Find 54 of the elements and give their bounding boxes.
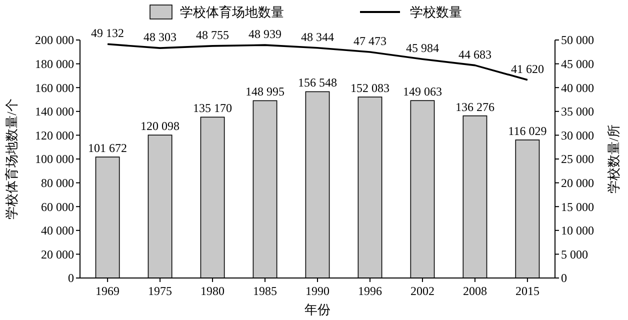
y-tick-label: 100 000: [35, 152, 74, 166]
y-tick-label: 40 000: [41, 224, 74, 238]
y2-tick-label: 20 000: [561, 176, 594, 190]
y-tick-label: 20 000: [41, 247, 74, 262]
x-tick-label: 1975: [148, 284, 172, 298]
data-label: 44 683: [458, 47, 492, 62]
y-tick-label: 60 000: [41, 200, 74, 214]
y2-tick-label: 0: [561, 271, 567, 286]
x-tick-label: 1980: [200, 284, 225, 298]
data-label: 48 939: [248, 27, 282, 42]
data-label: 49 132: [91, 26, 124, 40]
y2-tick-label: 10 000: [561, 224, 594, 238]
data-label: 116 029: [508, 124, 547, 138]
y2-tick-label: 30 000: [561, 128, 594, 142]
y-tick-label: 140 000: [35, 104, 74, 119]
data-label: 47 473: [353, 34, 386, 48]
data-label: 152 083: [350, 81, 390, 96]
y-tick-label: 180 000: [35, 57, 74, 71]
data-label: 149 063: [402, 84, 442, 99]
legend-label: 学校数量: [410, 4, 462, 20]
data-label: 45 984: [406, 41, 439, 56]
x-tick-label: 1990: [306, 284, 330, 298]
x-tick-label: 2015: [515, 284, 540, 298]
legend-label: 学校体育场地数量: [180, 4, 284, 20]
x-tick-label: 2002: [410, 284, 434, 298]
x-tick-label: 1985: [253, 284, 278, 298]
data-label: 41 620: [510, 62, 544, 76]
x-tick-label: 1996: [358, 284, 382, 298]
y2-axis-title: 学校数量/所: [606, 124, 621, 194]
data-label: 156 548: [298, 76, 337, 90]
data-label: 136 276: [455, 100, 494, 114]
y-axis-title: 学校体育场地数量/个: [4, 98, 19, 220]
data-label: 48 303: [144, 30, 177, 44]
y-tick-label: 200 000: [35, 33, 74, 48]
y-tick-label: 120 000: [35, 128, 74, 142]
data-label: 48 755: [196, 28, 230, 42]
y2-tick-label: 40 000: [561, 80, 594, 95]
y2-tick-label: 15 000: [561, 200, 594, 214]
y2-tick-label: 45 000: [561, 57, 594, 71]
y2-tick-label: 25 000: [561, 152, 594, 166]
data-label: 48 344: [301, 30, 334, 44]
x-axis-title: 年份: [304, 302, 330, 317]
x-tick-label: 2008: [462, 284, 487, 298]
data-label: 101 672: [88, 141, 128, 156]
y-tick-label: 0: [68, 271, 74, 286]
y2-tick-label: 35 000: [561, 104, 594, 119]
x-tick-label: 1969: [96, 284, 120, 298]
y2-tick-label: 50 000: [561, 33, 594, 48]
y2-tick-label: 5 000: [561, 247, 588, 262]
data-label: 120 098: [140, 119, 180, 134]
data-label: 135 170: [193, 101, 232, 116]
y-tick-label: 160 000: [35, 80, 74, 95]
y-tick-label: 80 000: [41, 176, 74, 190]
data-label: 148 995: [246, 84, 285, 99]
